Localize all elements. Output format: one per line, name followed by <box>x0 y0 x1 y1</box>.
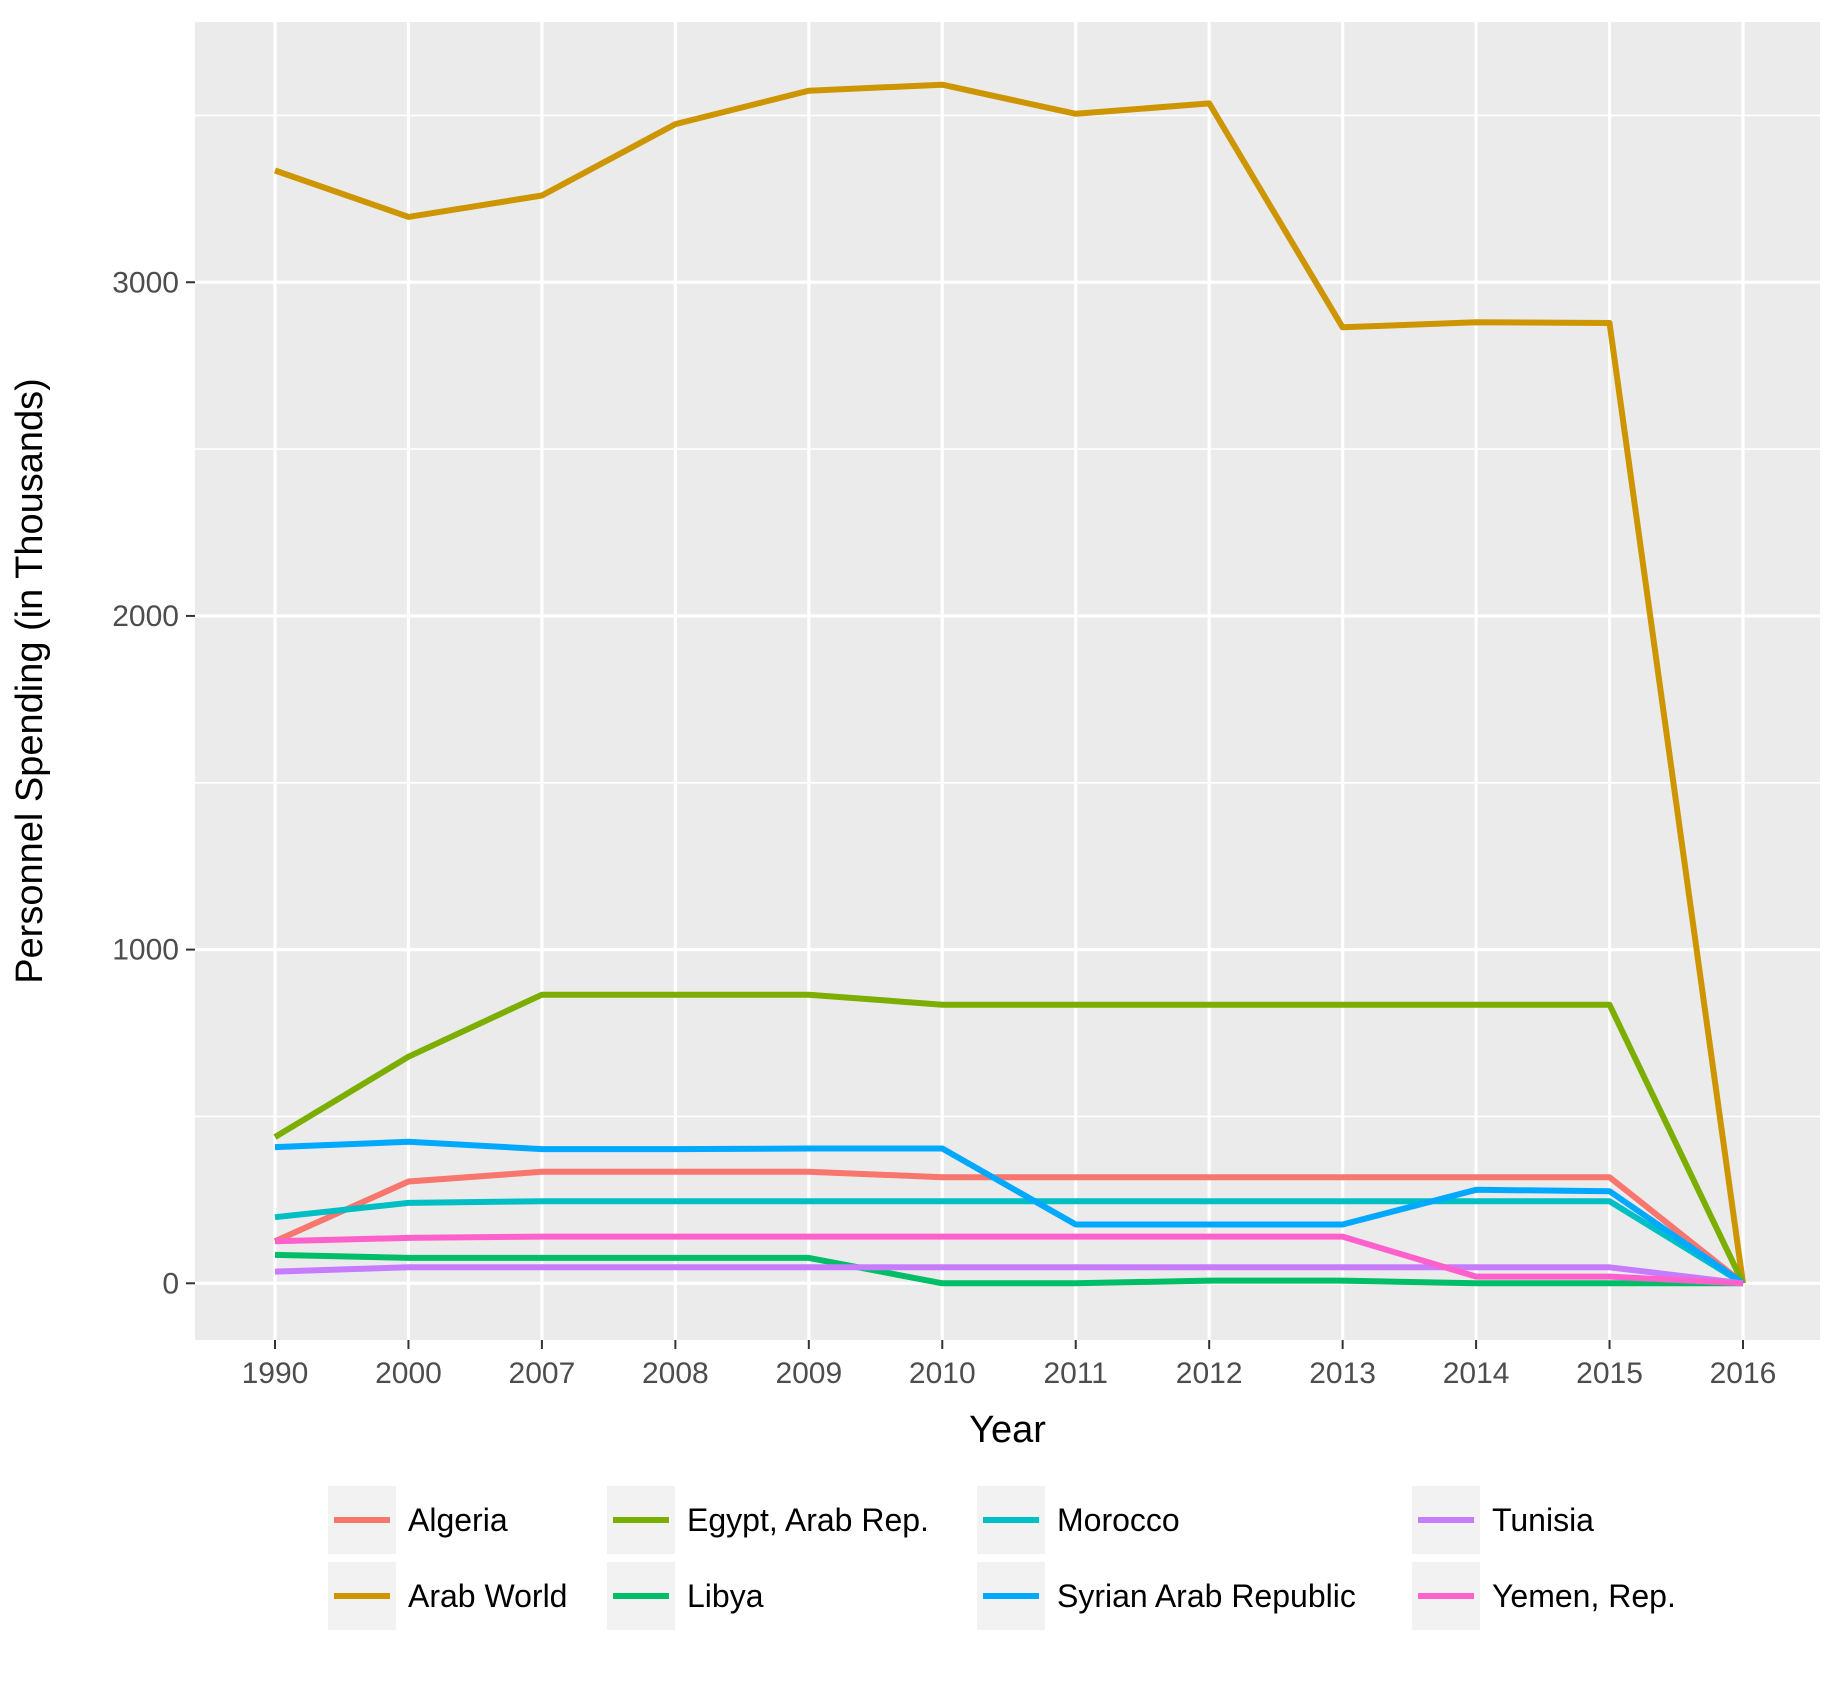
series-line-syrian-arab-republic <box>274 1138 1745 1286</box>
x-tick-label: 2011 <box>1043 1357 1108 1390</box>
legend-item-algeria: Algeria <box>328 1486 508 1554</box>
legend-label: Libya <box>687 1578 764 1614</box>
series-line-yemen-rep <box>274 1233 1744 1287</box>
legend-label: Egypt, Arab Rep. <box>687 1502 929 1538</box>
grid-minor <box>195 114 1820 1118</box>
x-tick-label: 2015 <box>1576 1357 1643 1390</box>
y-axis-title: Personnel Spending (in Thousands) <box>9 378 51 984</box>
x-tick-label: 1990 <box>242 1357 309 1390</box>
legend-label: Tunisia <box>1492 1502 1594 1538</box>
x-axis-ticks: 1990 2000 2007 2008 2009 2010 2011 2012 2013 2014… <box>242 1340 1777 1390</box>
series-lines <box>273 81 1746 1287</box>
series-line-egypt-arab-rep <box>273 991 1746 1285</box>
legend-item-arab-world: Arab World <box>328 1562 567 1630</box>
y-tick-label: 0 <box>162 1267 179 1300</box>
y-tick-label: 1000 <box>112 934 179 967</box>
series-line-libya <box>274 1251 1743 1287</box>
legend-item-libya: Libya <box>607 1562 764 1630</box>
x-tick-label: 2009 <box>775 1357 842 1390</box>
plot-panel <box>195 22 1820 1340</box>
legend-label: Morocco <box>1057 1502 1180 1538</box>
x-axis-title: Year <box>969 1409 1046 1451</box>
x-tick-label: 2008 <box>642 1357 709 1390</box>
legend-label: Yemen, Rep. <box>1492 1578 1676 1614</box>
x-tick-label: 2012 <box>1176 1357 1243 1390</box>
legend-item-morocco: Morocco <box>977 1486 1180 1554</box>
legend-label: Syrian Arab Republic <box>1057 1578 1356 1614</box>
legend-label: Arab World <box>408 1578 567 1614</box>
legend-item-syrian-arab-republic: Syrian Arab Republic <box>977 1562 1356 1630</box>
legend-item-yemen-rep: Yemen, Rep. <box>1412 1562 1676 1630</box>
series-line-arab-world <box>274 81 1746 1284</box>
series-line-morocco <box>274 1198 1745 1286</box>
legend-item-tunisia: Tunisia <box>1412 1486 1594 1554</box>
grid-major <box>195 22 1820 1340</box>
y-tick-label: 2000 <box>112 600 179 633</box>
x-tick-label: 2007 <box>509 1357 576 1390</box>
y-tick-label: 3000 <box>112 266 179 299</box>
y-axis-ticks: 0 1000 2000 3000 <box>112 266 195 1300</box>
series-line-algeria <box>273 1168 1745 1286</box>
legend-item-egypt-arab-rep: Egypt, Arab Rep. <box>607 1486 929 1554</box>
x-tick-label: 2014 <box>1443 1357 1510 1390</box>
x-tick-label: 2013 <box>1309 1357 1376 1390</box>
legend-label: Algeria <box>408 1502 508 1538</box>
x-tick-label: 2016 <box>1710 1357 1777 1390</box>
legend: Algeria Arab World Egypt, Arab Rep. Libya Mo… <box>328 1486 1676 1630</box>
x-tick-label: 2010 <box>909 1357 976 1390</box>
x-tick-label: 2000 <box>375 1357 442 1390</box>
series-line-tunisia <box>274 1264 1744 1287</box>
